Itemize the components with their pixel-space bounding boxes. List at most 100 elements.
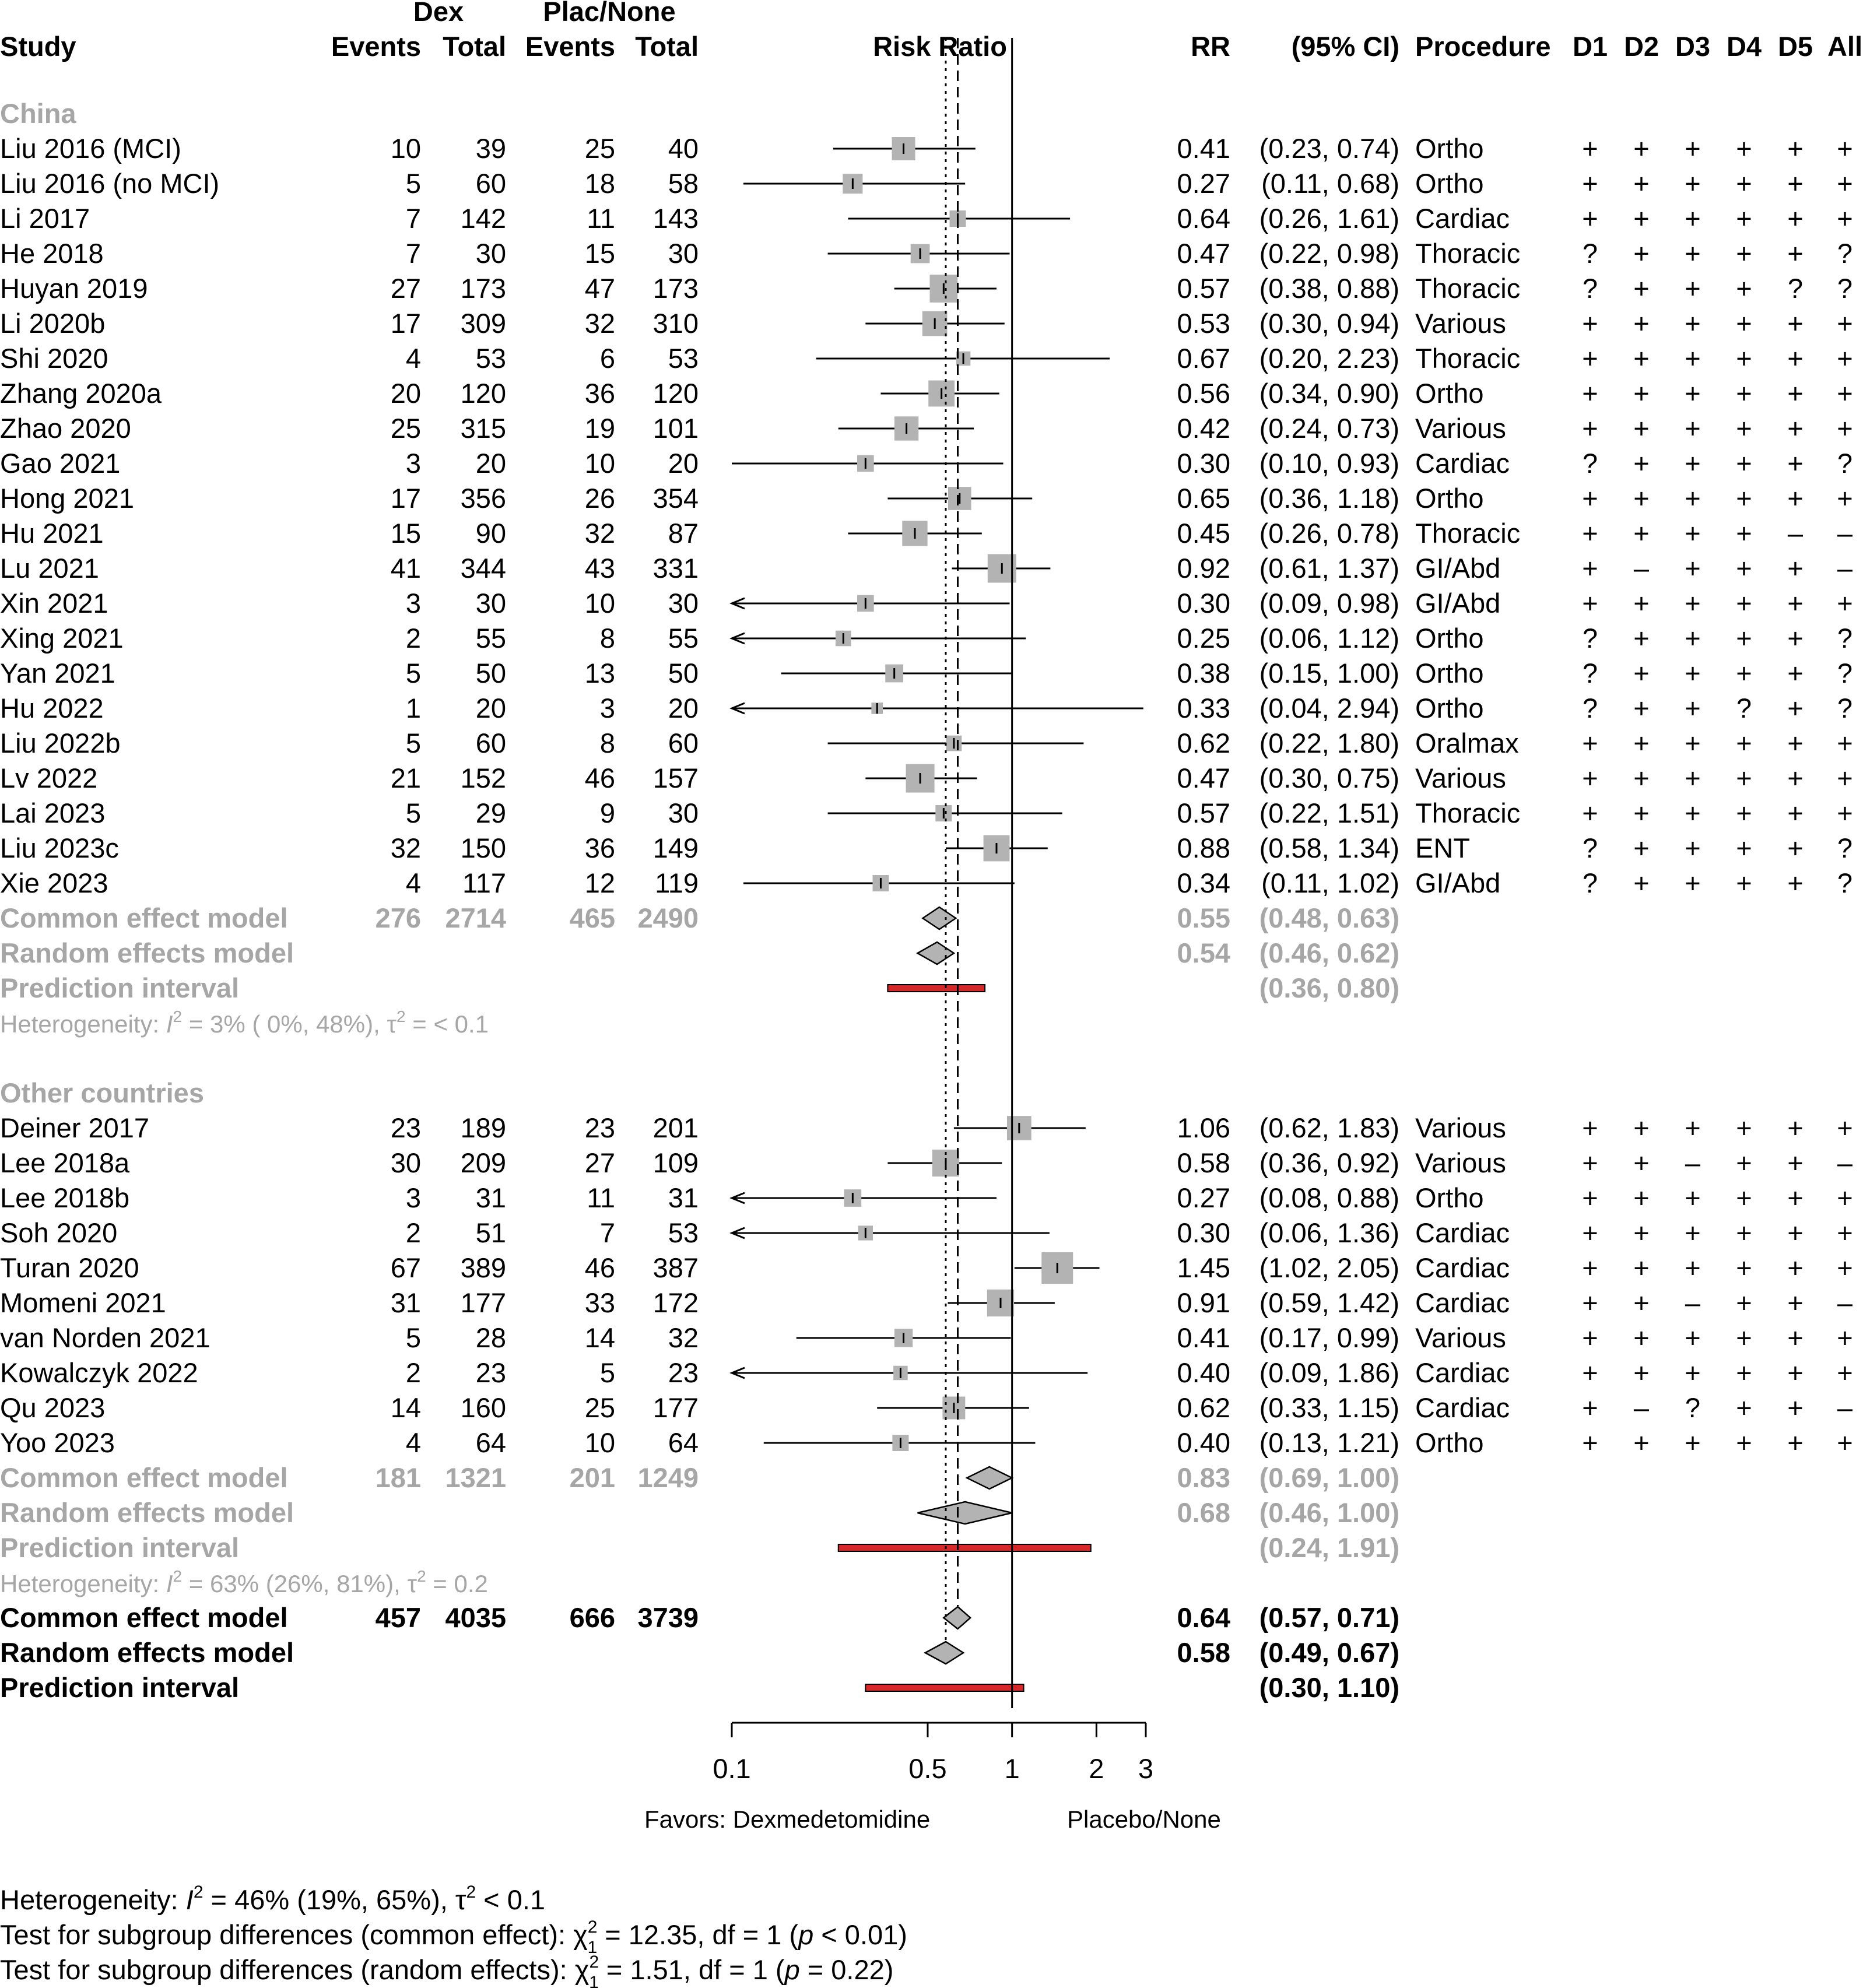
- rob-judgement: +: [1633, 1182, 1649, 1213]
- procedure: Ortho: [1415, 1182, 1484, 1213]
- ci-value: (0.34, 0.90): [1259, 378, 1399, 409]
- rob-judgement: +: [1837, 1252, 1853, 1283]
- study-label: Liu 2016 (MCI): [0, 133, 181, 164]
- ci-value: (0.22, 0.98): [1259, 238, 1399, 269]
- rob-judgement: +: [1787, 203, 1803, 234]
- x-tick-label: 2: [1089, 1753, 1104, 1784]
- rob-judgement: ?: [1583, 833, 1598, 863]
- subgroup-random-rr: 0.54: [1177, 937, 1230, 968]
- procedure: Cardiac: [1415, 1392, 1510, 1423]
- events-plac: 13: [585, 658, 615, 689]
- rob-judgement: +: [1633, 413, 1649, 444]
- ci-value: (0.22, 1.80): [1259, 728, 1399, 758]
- study-label: Lee 2018b: [0, 1182, 129, 1213]
- procedure: GI/Abd: [1415, 867, 1500, 898]
- rob-judgement: +: [1787, 1357, 1803, 1388]
- procedure: Cardiac: [1415, 203, 1510, 234]
- rob-judgement: +: [1736, 867, 1752, 898]
- rob-judgement: +: [1837, 1357, 1853, 1388]
- overall-heterogeneity: Heterogeneity: I2 = 46% (19%, 65%), τ2 <…: [0, 1882, 545, 1915]
- rob-judgement: +: [1736, 588, 1752, 619]
- rob-judgement: +: [1633, 448, 1649, 479]
- rr-value: 0.42: [1177, 413, 1230, 444]
- ci-value: (0.23, 0.74): [1259, 133, 1399, 164]
- events-plac: 33: [585, 1287, 615, 1318]
- rob-judgement: +: [1685, 728, 1700, 758]
- rob-judgement: +: [1787, 553, 1803, 584]
- rob-judgement: +: [1736, 343, 1752, 374]
- events-plac: 6: [600, 343, 615, 374]
- overall-common-label: Common effect model: [0, 1602, 288, 1633]
- rob-judgement: ?: [1837, 238, 1853, 269]
- rob-judgement: +: [1582, 1112, 1598, 1143]
- rob-judgement: –: [1837, 1392, 1853, 1423]
- events-dex: 17: [391, 483, 421, 514]
- header-d1: D1: [1573, 31, 1608, 62]
- total-plac: 32: [668, 1322, 699, 1353]
- rob-judgement: +: [1736, 833, 1752, 863]
- rob-judgement: +: [1837, 343, 1853, 374]
- rob-judgement: +: [1837, 308, 1853, 339]
- rob-judgement: ?: [1583, 693, 1598, 723]
- study-label: Qu 2023: [0, 1392, 105, 1423]
- rob-judgement: +: [1633, 833, 1649, 863]
- rob-judgement: +: [1787, 378, 1803, 409]
- total-plac: 173: [653, 273, 699, 304]
- events-plac: 47: [585, 273, 615, 304]
- study-label: Zhao 2020: [0, 413, 131, 444]
- total-dex: 356: [461, 483, 506, 514]
- rr-value: 0.91: [1177, 1287, 1230, 1318]
- rob-judgement: +: [1633, 728, 1649, 758]
- rob-judgement: +: [1736, 168, 1752, 199]
- rob-judgement: +: [1736, 553, 1752, 584]
- rr-value: 0.33: [1177, 693, 1230, 723]
- table-header: Dex Plac/None Study Events Total Events …: [0, 0, 1862, 62]
- header-d5: D5: [1778, 31, 1813, 62]
- procedure: Thoracic: [1415, 798, 1520, 828]
- total-plac: 55: [668, 623, 699, 654]
- rr-value: 0.34: [1177, 867, 1230, 898]
- rob-judgement: +: [1685, 133, 1700, 164]
- ci-value: (1.02, 2.05): [1259, 1252, 1399, 1283]
- rob-judgement: +: [1685, 238, 1700, 269]
- ci-value: (0.33, 1.15): [1259, 1392, 1399, 1423]
- subgroup-title: Other countries: [0, 1077, 204, 1108]
- ci-value: (0.17, 0.99): [1259, 1322, 1399, 1353]
- rob-judgement: +: [1582, 308, 1598, 339]
- total-plac: 120: [653, 378, 699, 409]
- rob-judgement: –: [1837, 518, 1853, 549]
- events-dex: 5: [406, 658, 421, 689]
- rob-judgement: +: [1685, 763, 1700, 793]
- rr-value: 0.57: [1177, 798, 1230, 828]
- rob-judgement: ?: [1583, 273, 1598, 304]
- rob-judgement: +: [1787, 658, 1803, 689]
- overall-common-rr: 0.64: [1177, 1602, 1230, 1633]
- rob-judgement: +: [1736, 133, 1752, 164]
- rob-judgement: +: [1582, 1217, 1598, 1248]
- rob-judgement: +: [1736, 1392, 1752, 1423]
- events-dex: 3: [406, 448, 421, 479]
- header-study: Study: [0, 31, 76, 62]
- rob-judgement: +: [1787, 448, 1803, 479]
- ci-value: (0.13, 1.21): [1259, 1427, 1399, 1458]
- rob-judgement: +: [1736, 1357, 1752, 1388]
- study-label: Turan 2020: [0, 1252, 139, 1283]
- study-label: Liu 2023c: [0, 833, 119, 863]
- total-dex: 51: [476, 1217, 506, 1248]
- events-dex: 20: [391, 378, 421, 409]
- rob-judgement: +: [1736, 273, 1752, 304]
- total-plac: 20: [668, 448, 699, 479]
- events-dex: 5: [406, 728, 421, 758]
- overall-random-rr: 0.58: [1177, 1637, 1230, 1668]
- procedure: ENT: [1415, 833, 1470, 863]
- rob-judgement: +: [1837, 378, 1853, 409]
- rr-value: 0.58: [1177, 1147, 1230, 1178]
- events-plac: 12: [585, 867, 615, 898]
- rob-judgement: ?: [1837, 833, 1853, 863]
- rob-judgement: +: [1685, 833, 1700, 863]
- heterogeneity-part: 2: [417, 1567, 426, 1585]
- rob-judgement: +: [1582, 1427, 1598, 1458]
- rob-judgement: +: [1633, 378, 1649, 409]
- rob-judgement: +: [1582, 133, 1598, 164]
